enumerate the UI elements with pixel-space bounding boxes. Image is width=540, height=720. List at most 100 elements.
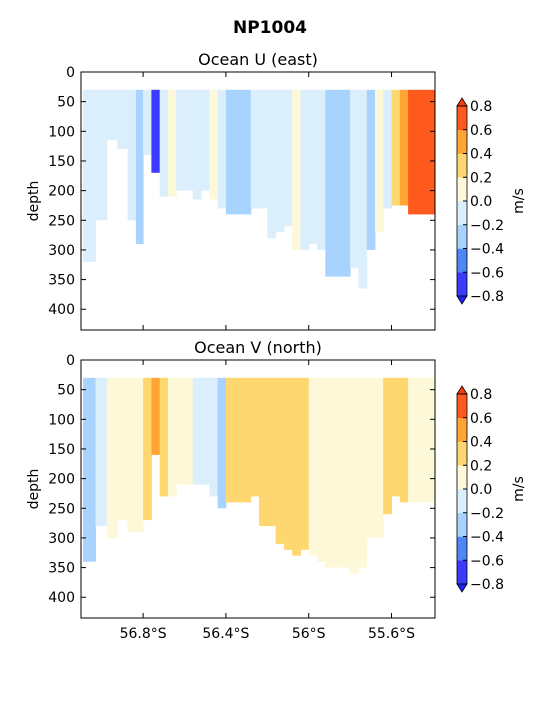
- x-ticks: [142, 72, 393, 330]
- heatmap-column: [283, 89, 293, 227]
- y-tick-label: 300: [48, 531, 75, 547]
- heatmap-column: [333, 377, 343, 568]
- heatmap-column: [192, 89, 202, 200]
- y-tick-label: 200: [48, 184, 75, 200]
- heatmap-column: [325, 89, 335, 277]
- heatmap-column: [117, 377, 129, 521]
- y-tick-label: 400: [48, 302, 75, 318]
- heatmap-column: [275, 377, 285, 544]
- colorbar-segment: [457, 560, 467, 585]
- colorbar-segment: [457, 394, 467, 419]
- heatmap-column: [292, 377, 301, 556]
- colorbar-segment: [457, 224, 467, 249]
- heatmap-column: [192, 377, 202, 485]
- heatmap-cells: [83, 377, 436, 574]
- heatmap-column: [242, 89, 252, 215]
- heatmap-column: [308, 89, 318, 244]
- heatmap-column: [176, 89, 185, 191]
- colorbar-tick-label: 0.2: [470, 458, 492, 474]
- heatmap-column: [300, 377, 310, 550]
- heatmap-column: [408, 89, 417, 215]
- y-tick-label: 300: [48, 243, 75, 259]
- colorbar-tick-label: −0.8: [470, 577, 504, 593]
- heatmap-column: [259, 377, 268, 527]
- colorbar-segment: [457, 489, 467, 514]
- heatmap-column: [341, 377, 351, 568]
- heatmap-column: [135, 377, 144, 532]
- heatmap-column: [209, 377, 219, 497]
- y-tick-label: 150: [48, 154, 75, 170]
- y-tick-label: 400: [48, 590, 75, 606]
- colorbar-extend-min: [456, 295, 468, 305]
- heatmap-column: [292, 89, 301, 250]
- heatmap-column: [106, 377, 118, 538]
- heatmap-column: [159, 89, 169, 197]
- heatmap-column: [95, 89, 108, 221]
- heatmap-column: [95, 377, 108, 527]
- colorbar-tick-label: −0.2: [470, 218, 504, 234]
- heatmap-column: [399, 89, 409, 206]
- figure-title: NP1004: [232, 18, 307, 38]
- colorbar-tick-label: −0.4: [470, 242, 504, 258]
- y-tick-label: 200: [48, 472, 75, 488]
- colorbar-segment: [457, 536, 467, 561]
- y-tick-label: 0: [66, 65, 75, 81]
- heatmap-column: [424, 89, 436, 215]
- colorbar-bottom: 0.8 0.6 0.4 0.2 0.0 −0.2 −0.4 −0.6 −0.8 m/s: [456, 385, 527, 593]
- heatmap-column: [217, 377, 227, 509]
- heatmap-column: [217, 89, 227, 209]
- colorbar-tick-label: −0.2: [470, 506, 504, 522]
- heatmap-column: [424, 377, 436, 503]
- colorbar-tick-label: 0.4: [470, 435, 492, 451]
- colorbar-segment: [457, 465, 467, 490]
- heatmap-column: [366, 377, 376, 538]
- y-tick-label: 350: [48, 273, 75, 289]
- y-tick-label: 250: [48, 501, 75, 517]
- heatmap-column: [350, 89, 359, 268]
- heatmap-column: [184, 377, 194, 485]
- panel-ocean-u: Ocean U (east) depth 0 50 100 150 200 250 300 3…: [26, 50, 436, 331]
- colorbar-tick-label: 0.8: [470, 387, 492, 403]
- colorbar-tick-label: 0.2: [470, 170, 492, 186]
- panel-title: Ocean U (east): [198, 50, 318, 69]
- heatmap-column: [275, 89, 285, 233]
- y-tick-label: 350: [48, 561, 75, 577]
- heatmap-column: [259, 89, 268, 209]
- heatmap-column: [151, 377, 161, 455]
- heatmap-column: [234, 89, 243, 215]
- colorbar-segment: [457, 248, 467, 273]
- colorbar-extend-min: [456, 583, 468, 593]
- y-tick-label: 100: [48, 124, 75, 140]
- colorbar-extend-max: [456, 385, 468, 395]
- colorbar-tick-label: −0.4: [470, 530, 504, 546]
- heatmap-column: [391, 89, 401, 206]
- colorbar-label: m/s: [511, 476, 527, 502]
- heatmap-column: [143, 377, 152, 521]
- heatmap-column: [176, 377, 185, 485]
- panel-title: Ocean V (north): [194, 338, 322, 357]
- x-tick-label: 55.6°S: [368, 626, 415, 642]
- heatmap-column: [209, 89, 219, 200]
- colorbar-segment: [457, 153, 467, 178]
- colorbar-top: 0.8 0.6 0.4 0.2 0.0 −0.2 −0.4 −0.6 −0.8 m/s: [456, 97, 527, 305]
- heatmap-column: [408, 377, 417, 503]
- x-tick-label: 56°S: [292, 626, 326, 642]
- colorbar-segment: [457, 272, 467, 297]
- heatmap-column: [143, 89, 152, 155]
- colorbar-tick-label: −0.6: [470, 265, 504, 281]
- heatmap-column: [366, 89, 376, 250]
- heatmap-column: [341, 89, 351, 277]
- heatmap-column: [300, 89, 310, 250]
- heatmap-column: [416, 89, 426, 215]
- heatmap-column: [358, 89, 368, 289]
- heatmap-column: [250, 377, 260, 497]
- heatmap-column: [127, 377, 137, 532]
- colorbar-segment: [457, 512, 467, 537]
- heatmap-column: [375, 377, 384, 538]
- colorbar-segment: [457, 417, 467, 442]
- heatmap-column: [416, 377, 426, 503]
- colorbar-tick-label: 0.0: [470, 194, 492, 210]
- x-tick-label: 56.8°S: [120, 626, 167, 642]
- heatmap-column: [83, 89, 96, 262]
